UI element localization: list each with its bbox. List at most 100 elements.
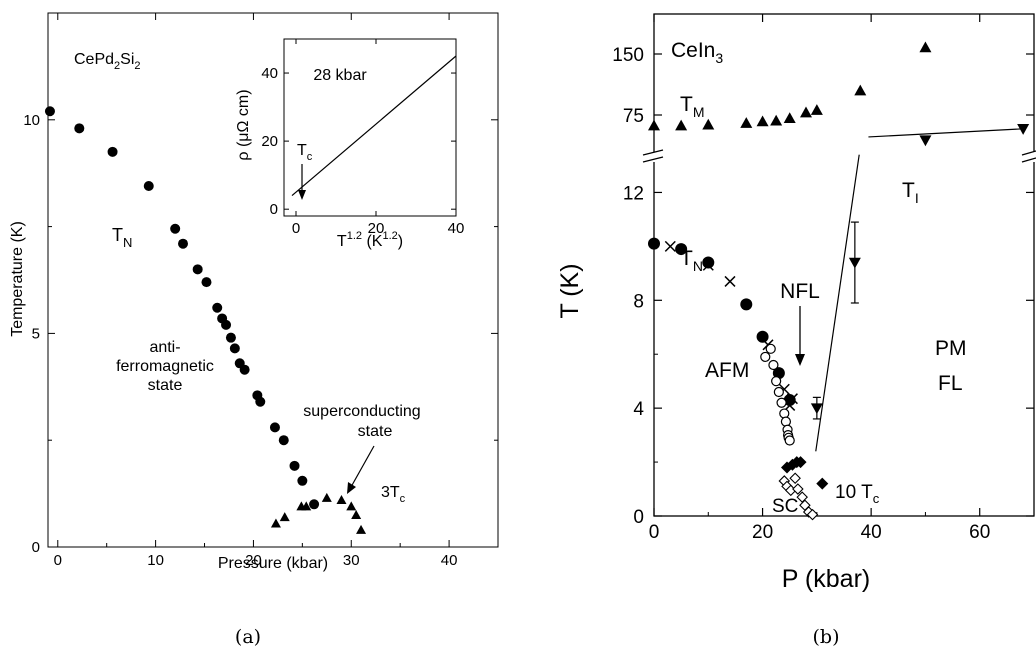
panel-b-tl-label: TI bbox=[902, 179, 919, 206]
data-point-triangle-up bbox=[919, 41, 932, 53]
tn-point bbox=[255, 396, 266, 407]
tc-point bbox=[336, 495, 347, 505]
panel-b-frame bbox=[653, 13, 1035, 517]
panel-a-frame bbox=[47, 12, 499, 548]
data-point-triangle-down bbox=[1017, 124, 1030, 135]
data-point-open-circle bbox=[780, 416, 792, 427]
data-point-triangle-up bbox=[810, 104, 823, 115]
tc-point bbox=[279, 512, 290, 522]
data-point-diamond bbox=[816, 477, 829, 490]
data-point-cross bbox=[664, 240, 676, 252]
tc-point bbox=[356, 524, 367, 534]
tc-point bbox=[270, 518, 281, 528]
inset-y-tick-label: 40 bbox=[261, 65, 278, 82]
data-point-cross bbox=[786, 393, 798, 405]
data-point-triangle-up bbox=[770, 114, 783, 126]
panel-a-sc-arrow bbox=[347, 445, 375, 494]
data-point-triangle-up bbox=[854, 84, 867, 96]
y-tick-label: 4 bbox=[633, 399, 644, 420]
data-point-open-circle bbox=[771, 376, 782, 387]
panel-b-tn-label: TN bbox=[680, 247, 703, 274]
inset-tick-labels: 0 20 40 0 20 40 bbox=[261, 65, 464, 237]
inset-title: 28 kbar bbox=[313, 67, 367, 84]
data-point-diamond bbox=[794, 456, 807, 469]
data-point-open-diamond bbox=[796, 491, 808, 503]
data-point-triangle-up bbox=[783, 112, 796, 124]
panel-b-chart: 0 20 40 60 0 4 8 12 75 150 CeIn3 TM TN TI NFL bbox=[556, 13, 1036, 593]
x-tick-label: 10 bbox=[147, 552, 164, 569]
x-tick-label: 20 bbox=[752, 522, 773, 543]
y-tick-label: 8 bbox=[633, 291, 644, 312]
data-point-circle bbox=[648, 237, 660, 250]
tn-point bbox=[221, 319, 232, 330]
panel-a-sc-line2: state bbox=[358, 423, 393, 440]
panel-b-axis-break bbox=[640, 149, 1036, 163]
x-tick-label: 0 bbox=[649, 522, 660, 543]
data-point-open-circle bbox=[784, 435, 795, 446]
data-point-open-circle bbox=[779, 408, 790, 419]
panel-a-ylabel: Temperature (K) bbox=[9, 221, 26, 337]
tn-point bbox=[229, 343, 240, 354]
panel-b-sc-label: SC bbox=[772, 496, 798, 517]
data-point-triangle-down bbox=[919, 135, 932, 147]
y-tick-label: 0 bbox=[633, 507, 644, 528]
tn-point bbox=[297, 475, 308, 486]
caption-b: (b) bbox=[813, 626, 840, 648]
panel-a-ticks bbox=[48, 13, 498, 548]
data-point-open-circle bbox=[760, 351, 771, 363]
panel-a-afm-line2: ferromagnetic bbox=[116, 358, 214, 375]
data-point-open-diamond bbox=[806, 508, 819, 521]
phase-boundary-line bbox=[815, 154, 860, 452]
data-point-triangle-up bbox=[648, 119, 660, 131]
panel-b-tick-labels: 0 20 40 60 0 4 8 12 75 150 bbox=[612, 45, 990, 543]
tn-point bbox=[309, 499, 320, 510]
tn-point bbox=[269, 422, 280, 433]
panel-a-tn-label: TN bbox=[112, 225, 132, 250]
tn-point bbox=[74, 123, 85, 134]
tc-point bbox=[346, 501, 357, 511]
tn-point bbox=[212, 302, 223, 313]
inset-tc-label: Tc bbox=[297, 142, 313, 163]
data-point-open-circle bbox=[776, 397, 787, 408]
panel-a-sc-line1: superconducting bbox=[303, 403, 420, 420]
data-point-open-circle bbox=[768, 359, 779, 371]
data-point-triangle-down-err bbox=[848, 257, 861, 269]
data-point-triangle-up bbox=[800, 106, 812, 118]
x-tick-label: 40 bbox=[441, 552, 458, 569]
panel-b-data-points bbox=[648, 41, 1030, 521]
inset-tc-arrow bbox=[298, 164, 306, 200]
data-point-circle bbox=[675, 243, 688, 256]
panel-b-nfl-arrow bbox=[795, 306, 805, 366]
tn-point bbox=[225, 332, 236, 343]
data-point-open-diamond bbox=[792, 483, 804, 495]
panel-a-chart: 0 10 20 30 40 0 5 10 CePd2Si2 TN anti- ferromag… bbox=[9, 12, 499, 572]
tn-point bbox=[107, 146, 118, 157]
panel-b-pm-label: PM bbox=[935, 337, 967, 360]
data-point-triangle-down-err bbox=[810, 403, 823, 415]
inset-xlabel: T1.2 (K1.2) bbox=[337, 230, 403, 250]
tn-point bbox=[278, 435, 289, 446]
data-point-open-diamond bbox=[789, 472, 801, 485]
panel-a-afm-line1: anti- bbox=[149, 339, 180, 356]
panel-b-guide-lines bbox=[815, 128, 1024, 452]
tn-point bbox=[44, 106, 55, 117]
inset-x-tick-label: 20 bbox=[368, 220, 385, 237]
panel-b-10tc-label: 10 Tc bbox=[835, 482, 880, 506]
panel-a-tick-labels: 0 10 20 30 40 0 5 10 bbox=[23, 112, 457, 569]
panel-b-fl-label: FL bbox=[938, 372, 963, 395]
caption-a: (a) bbox=[235, 626, 261, 648]
panel-a-afm-line3: state bbox=[148, 377, 183, 394]
x-tick-label: 60 bbox=[969, 522, 990, 543]
y-tick-label-upper: 150 bbox=[612, 45, 644, 66]
data-point-triangle-up bbox=[675, 119, 688, 131]
y-tick-label: 0 bbox=[32, 539, 40, 556]
tn-point bbox=[239, 364, 250, 375]
panel-a-xlabel: Pressure (kbar) bbox=[218, 555, 328, 572]
inset-y-tick-label: 0 bbox=[270, 201, 278, 218]
inset-frame bbox=[283, 38, 457, 217]
data-point-cross bbox=[702, 259, 714, 271]
panel-b-xlabel: P (kbar) bbox=[782, 565, 870, 593]
panel-a-3tc-label: 3Tc bbox=[381, 484, 406, 505]
inset-y-tick-label: 20 bbox=[261, 133, 278, 150]
